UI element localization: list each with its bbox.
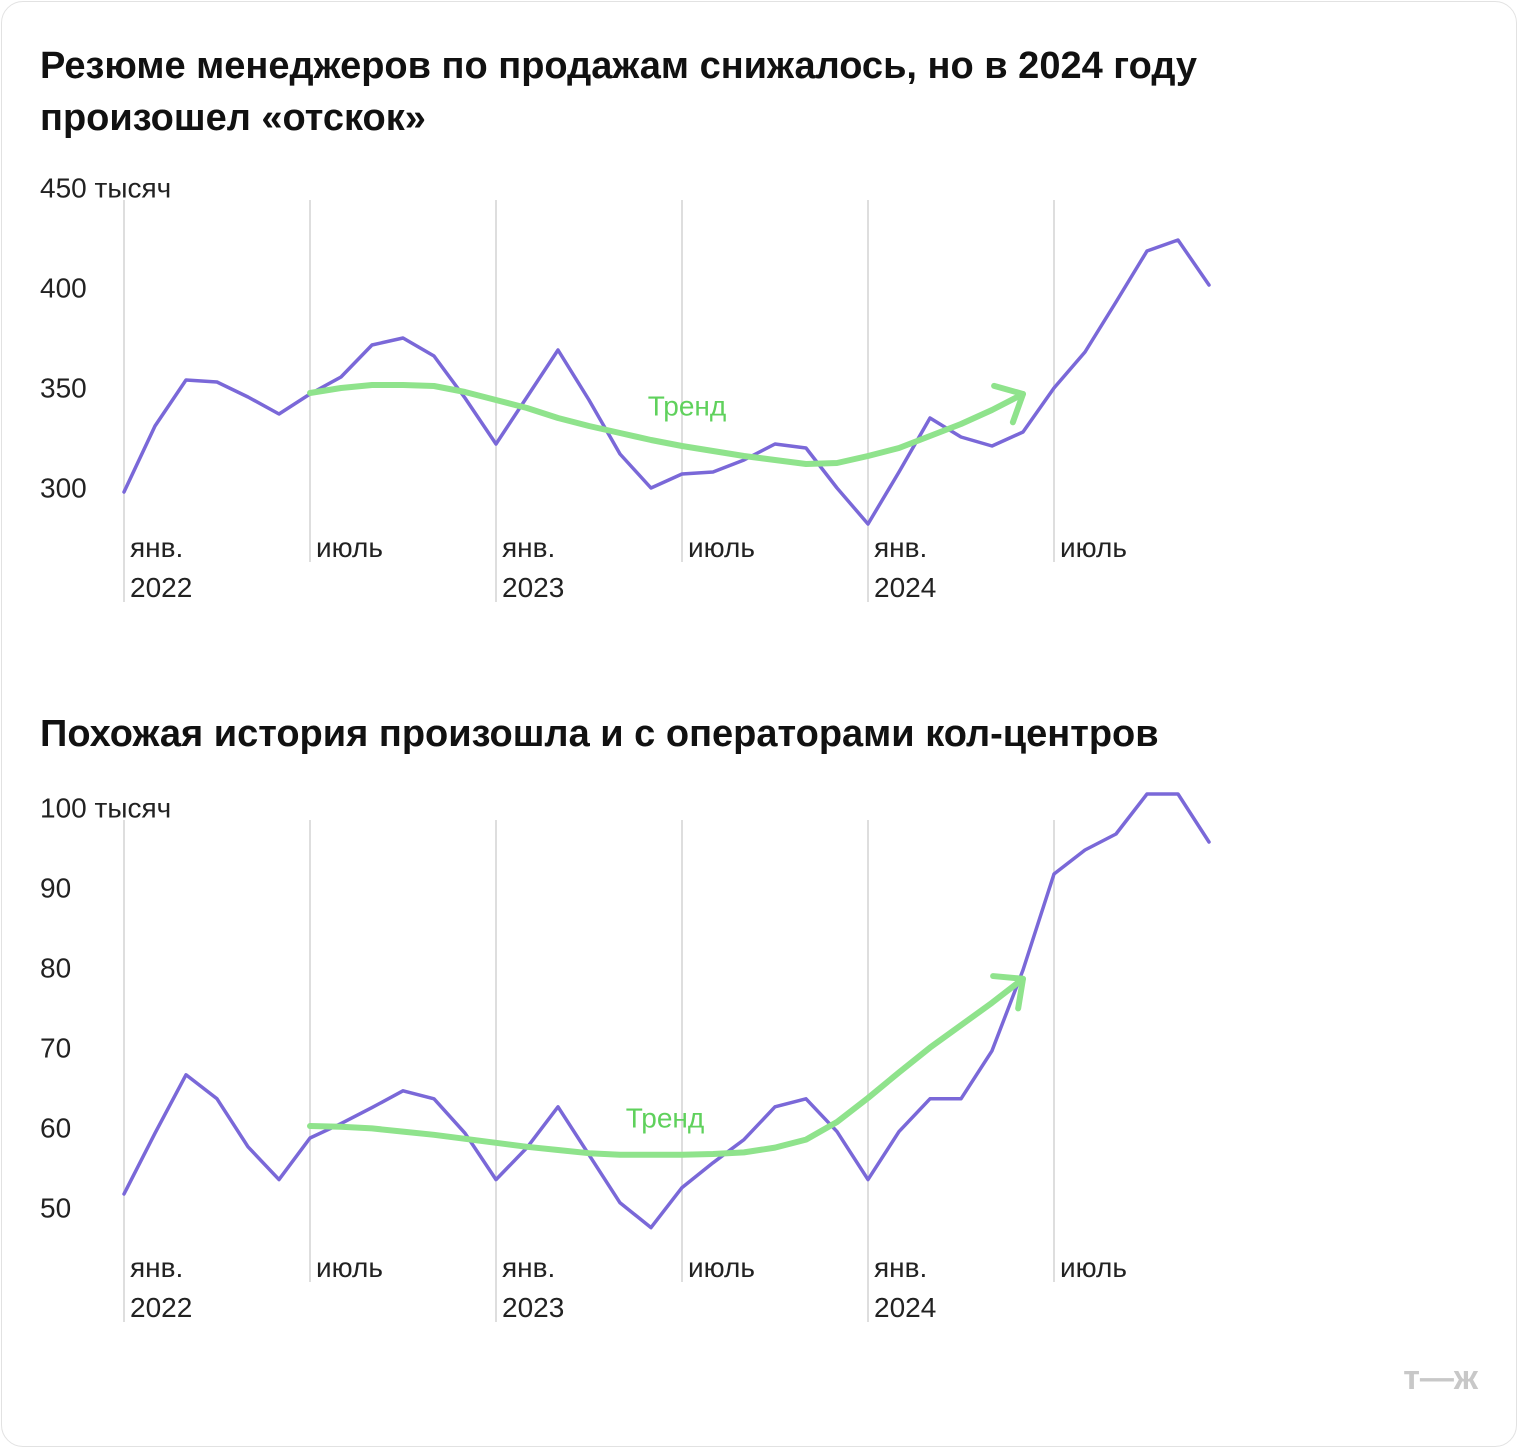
x-tick-label: июль [688,532,755,563]
y-tick-label: 100 тысяч [40,792,171,823]
y-tick-label: 90 [40,872,71,903]
y-tick-label: 300 [40,472,87,503]
chart-title: Похожая история произошла и с операторам… [40,713,1159,755]
y-tick-label: 350 [40,372,87,403]
y-tick-label: 60 [40,1112,71,1143]
x-tick-label: июль [1060,532,1127,563]
x-tick-label: июль [688,1252,755,1283]
x-tick-label: июль [1060,1252,1127,1283]
data-line [122,792,1211,1230]
trend-arrowhead [991,382,1026,426]
y-tick-label: 450 тысяч [40,172,171,203]
y-tick-label: 70 [40,1032,71,1063]
x-tick-label: янв. 2024 [874,1252,936,1323]
y-tick-label: 50 [40,1192,71,1223]
y-tick-label: 80 [40,952,71,983]
data-line [122,238,1211,526]
x-tick-label: янв. 2022 [130,1252,192,1323]
annotation: Тренд [648,390,726,421]
chart-title: Резюме менеджеров по продажам снижалось,… [40,45,1198,139]
x-tick-label: янв. 2023 [502,1252,564,1323]
trend-arrowhead [990,973,1026,1012]
x-tick-label: июль [316,1252,383,1283]
annotation: Тренд [626,1102,704,1133]
x-tick-label: июль [316,532,383,563]
logo: т—ж [1403,1359,1478,1397]
y-tick-label: 400 [40,272,87,303]
trend-line [307,382,1026,467]
x-tick-label: янв. 2023 [502,532,564,603]
x-tick-label: янв. 2024 [874,532,936,603]
trend-line [307,975,1026,1158]
x-tick-label: янв. 2022 [130,532,192,603]
